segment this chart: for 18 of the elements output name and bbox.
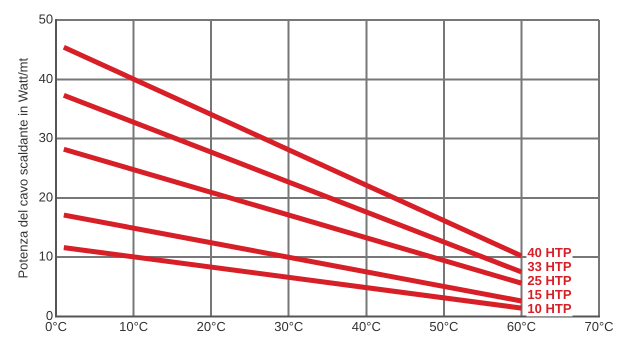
series-label: 33 HTP (527, 258, 572, 274)
x-tick-label: 60°C (506, 318, 536, 334)
series-label: 15 HTP (527, 286, 572, 302)
x-tick-label: 50°C (429, 318, 458, 334)
x-tick-label: 40°C (352, 318, 381, 334)
x-tick-label: 20°C (196, 318, 226, 334)
y-tick-label: 40 (38, 70, 54, 86)
x-tick-label: 10°C (119, 318, 148, 334)
x-tick-label: 70°C (584, 318, 614, 334)
series-label: 10 HTP (527, 300, 572, 316)
x-tick-label: 30°C (274, 318, 304, 334)
y-tick-label: 20 (38, 189, 54, 204)
y-tick-label: 50 (38, 12, 54, 27)
series-label: 40 HTP (527, 244, 572, 260)
series-label: 25 HTP (527, 272, 572, 288)
y-tick-label: 30 (38, 130, 54, 146)
y-axis-title: Potenza del cavo scaldante in Watt/mt (15, 58, 30, 279)
y-tick-label: 10 (38, 248, 54, 264)
